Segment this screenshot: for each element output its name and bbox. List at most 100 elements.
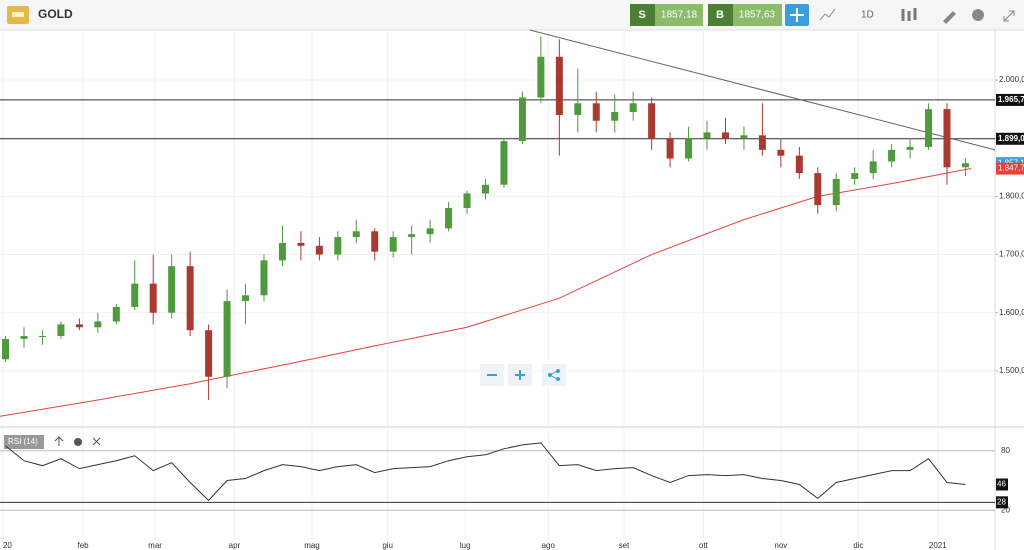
candle-body <box>2 338 10 360</box>
x-tick-label: mar <box>148 541 162 550</box>
candle-body <box>666 138 674 159</box>
candle-type-button[interactable] <box>901 8 917 21</box>
draw-button[interactable] <box>943 11 956 24</box>
candle-body <box>925 109 933 147</box>
candle-body <box>334 237 342 255</box>
rsi-last-tag <box>996 478 1008 491</box>
candle-body <box>20 335 28 339</box>
x-tick-label: nov <box>774 541 787 550</box>
candle-body <box>611 112 619 121</box>
candle-body <box>57 324 65 336</box>
share[interactable] <box>542 364 566 386</box>
indicator-level-tag <box>996 496 1008 509</box>
candle-body <box>260 260 268 296</box>
x-tick-label: ago <box>542 541 556 550</box>
symbol[interactable]: GOLD <box>38 7 73 21</box>
sell-price-box[interactable] <box>655 4 703 26</box>
rsi-last-label: 46 <box>997 480 1006 489</box>
candle-body <box>943 109 951 168</box>
x-tick-label: lug <box>460 541 471 550</box>
indicator-tick-label: 20 <box>1001 505 1010 514</box>
buy-price[interactable]: 1857,63 <box>739 10 776 21</box>
candle-body <box>703 132 711 139</box>
buy-label[interactable]: B <box>716 9 724 21</box>
candle-body <box>38 335 46 337</box>
indicator-tick-label: 80 <box>1001 446 1010 455</box>
candle-body <box>168 266 176 313</box>
candle-body <box>906 146 914 150</box>
candle-body <box>814 173 822 206</box>
toolbar <box>0 0 1024 30</box>
candle-body <box>297 242 305 246</box>
sell-label[interactable]: S <box>638 9 645 21</box>
rsi-line <box>5 442 966 502</box>
candle-body <box>149 283 157 313</box>
candle-body <box>574 103 582 115</box>
level-label: 1.899,02 <box>998 134 1024 143</box>
indicator-close[interactable] <box>92 437 101 446</box>
buy-button[interactable] <box>708 4 733 26</box>
chart-type-button[interactable] <box>819 8 836 21</box>
candle-body <box>777 149 785 156</box>
y-tick-label: 1.800,00 <box>999 191 1024 200</box>
indicator-up[interactable] <box>54 436 64 446</box>
candle-body <box>629 103 637 113</box>
moving-average <box>0 167 972 417</box>
indicator-level-label: 28 <box>997 497 1006 506</box>
indicator-name[interactable]: RSI (14) <box>8 437 38 446</box>
candle-body <box>112 306 120 322</box>
x-tick-label: dic <box>853 541 863 550</box>
x-tick-label: giu <box>382 541 393 550</box>
candle-body <box>131 283 139 307</box>
candle-body <box>315 245 323 255</box>
sell-button[interactable] <box>630 4 655 26</box>
x-tick-label: apr <box>229 541 241 550</box>
candle-body <box>500 141 508 185</box>
candle-body <box>888 149 896 162</box>
x-tick-label: 20 <box>3 541 12 550</box>
buy-price-box[interactable] <box>733 4 782 26</box>
y-tick-label: 1.500,00 <box>999 366 1024 375</box>
candle-body <box>223 301 231 377</box>
level-tag <box>996 93 1024 106</box>
candle-body <box>721 132 729 139</box>
candle-body <box>94 321 102 328</box>
candle-body <box>482 184 490 194</box>
ma-last-label: 1.847,77 <box>998 164 1024 173</box>
x-tick-label: 2021 <box>929 541 947 550</box>
settings-button[interactable] <box>972 9 984 21</box>
candle-body <box>352 231 360 238</box>
candle-body <box>186 266 194 331</box>
timeframe[interactable]: 1D <box>861 10 874 21</box>
y-tick-label: 1.600,00 <box>999 308 1024 317</box>
y-tick-label: 1.700,00 <box>999 250 1024 259</box>
candle-body <box>961 163 969 168</box>
fullscreen-button[interactable] <box>1003 10 1015 22</box>
candle-body <box>537 56 545 98</box>
candle-body <box>851 173 859 179</box>
zoom-controls <box>480 364 566 386</box>
candle-body <box>242 295 250 302</box>
indicator-settings[interactable] <box>74 438 82 446</box>
x-tick-label: mag <box>304 541 320 550</box>
candle-body <box>389 237 397 252</box>
x-tick-label: set <box>619 541 630 550</box>
candle-body <box>408 234 416 238</box>
indicator-label-box[interactable] <box>4 435 44 449</box>
candle-body <box>278 242 286 261</box>
candle-body <box>648 103 656 139</box>
candle-body <box>518 97 526 142</box>
candle-body <box>426 228 434 235</box>
ma-last-tag <box>996 162 1024 175</box>
candle-body <box>832 178 840 206</box>
candle-body <box>555 56 563 115</box>
x-tick-label: ott <box>699 541 709 550</box>
x-tick-label: feb <box>78 541 90 550</box>
candle-body <box>685 138 693 159</box>
candle-body <box>758 135 766 150</box>
candle-body <box>592 103 600 121</box>
sell-price[interactable]: 1857,18 <box>661 10 698 21</box>
candle-body <box>205 330 213 377</box>
candle-body <box>740 135 748 139</box>
